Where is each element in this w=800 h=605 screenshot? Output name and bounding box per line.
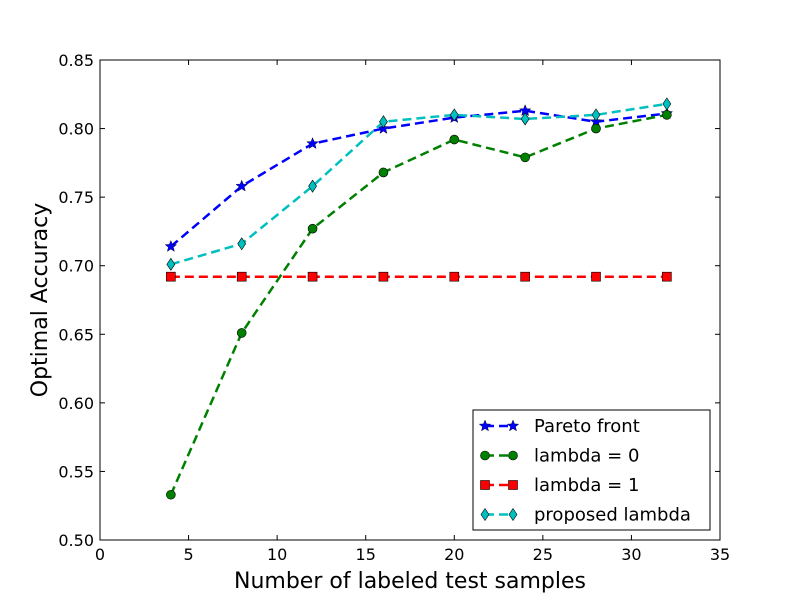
data-point: [520, 112, 530, 126]
data-point: [378, 271, 389, 282]
data-point: [662, 97, 672, 111]
series-line: [169, 113, 668, 496]
legend-entry: Pareto front: [478, 416, 640, 437]
data-point: [307, 223, 318, 234]
y-tick-label: 0.60: [58, 394, 94, 413]
y-tick-label: 0.50: [58, 531, 94, 550]
data-point: [662, 110, 672, 120]
data-point: [164, 239, 178, 252]
ticks-layer: 0 5 10 15 20 25 30 35 0.50 0.55 0.60 0.65 0.70 0.75 0.…: [58, 51, 730, 564]
legend-marker: [478, 419, 492, 432]
y-tick-label: 0.80: [58, 120, 94, 139]
x-tick-label: 15: [356, 545, 376, 564]
y-tick-label: 0.85: [58, 51, 94, 70]
x-tick-label: 35: [710, 545, 730, 564]
x-tick-label: 30: [621, 545, 641, 564]
legend-label: lambda = 0: [534, 446, 639, 467]
data-point: [306, 137, 319, 149]
marks-layer: [164, 97, 674, 500]
legend: Pareto front lambda = 0 lambda = 1 proposed…: [472, 409, 711, 531]
data-point: [166, 271, 176, 282]
x-tick-label: 20: [444, 545, 464, 564]
data-point: [307, 271, 318, 282]
plot-frame: [99, 59, 721, 541]
data-point: [237, 237, 247, 251]
data-point: [166, 489, 176, 500]
data-point: [308, 179, 317, 193]
y-tick-label: 0.75: [58, 188, 94, 207]
data-point: [236, 328, 247, 338]
y-tick-label: 0.65: [58, 325, 94, 344]
y-tick-label: 0.55: [58, 462, 94, 481]
legend-marker: [506, 419, 520, 432]
data-point: [379, 115, 388, 129]
legend-marker: [508, 450, 518, 461]
x-tick-label: 25: [533, 545, 553, 564]
data-point: [449, 271, 460, 282]
legend-marker: [480, 507, 490, 522]
data-point: [378, 167, 389, 178]
data-point: [520, 271, 530, 282]
data-point: [662, 271, 672, 282]
legend-entry: lambda = 0: [480, 446, 639, 467]
y-tick-label: 0.70: [58, 257, 94, 276]
data-point: [591, 123, 601, 134]
legend-entry: lambda = 1: [480, 475, 639, 496]
series-line: [170, 102, 668, 266]
data-point: [591, 271, 601, 282]
legend-entry: proposed lambda: [480, 505, 691, 526]
x-tick-label: 10: [267, 545, 287, 564]
data-point: [520, 152, 530, 163]
data-point: [235, 179, 248, 192]
series-square: [166, 271, 672, 282]
series-line: [170, 109, 668, 248]
data-point: [591, 108, 601, 122]
data-point: [449, 134, 460, 145]
legend-marker: [480, 450, 490, 461]
data-point: [236, 271, 247, 282]
y-axis-title: Optimal Accuracy: [28, 203, 53, 397]
legend-marker: [480, 480, 490, 490]
x-tick-label: 5: [183, 545, 193, 564]
legend-label: proposed lambda: [534, 505, 691, 526]
series-diamond: [166, 97, 672, 271]
x-tick-label: 0: [95, 545, 105, 564]
data-point: [449, 108, 459, 122]
legend-label: Pareto front: [534, 416, 640, 437]
legend-marker: [508, 507, 518, 522]
x-axis-title: Number of labeled test samples: [234, 569, 586, 594]
legend-label: lambda = 1: [534, 475, 639, 496]
legend-marker: [508, 480, 518, 490]
data-point: [166, 257, 176, 271]
